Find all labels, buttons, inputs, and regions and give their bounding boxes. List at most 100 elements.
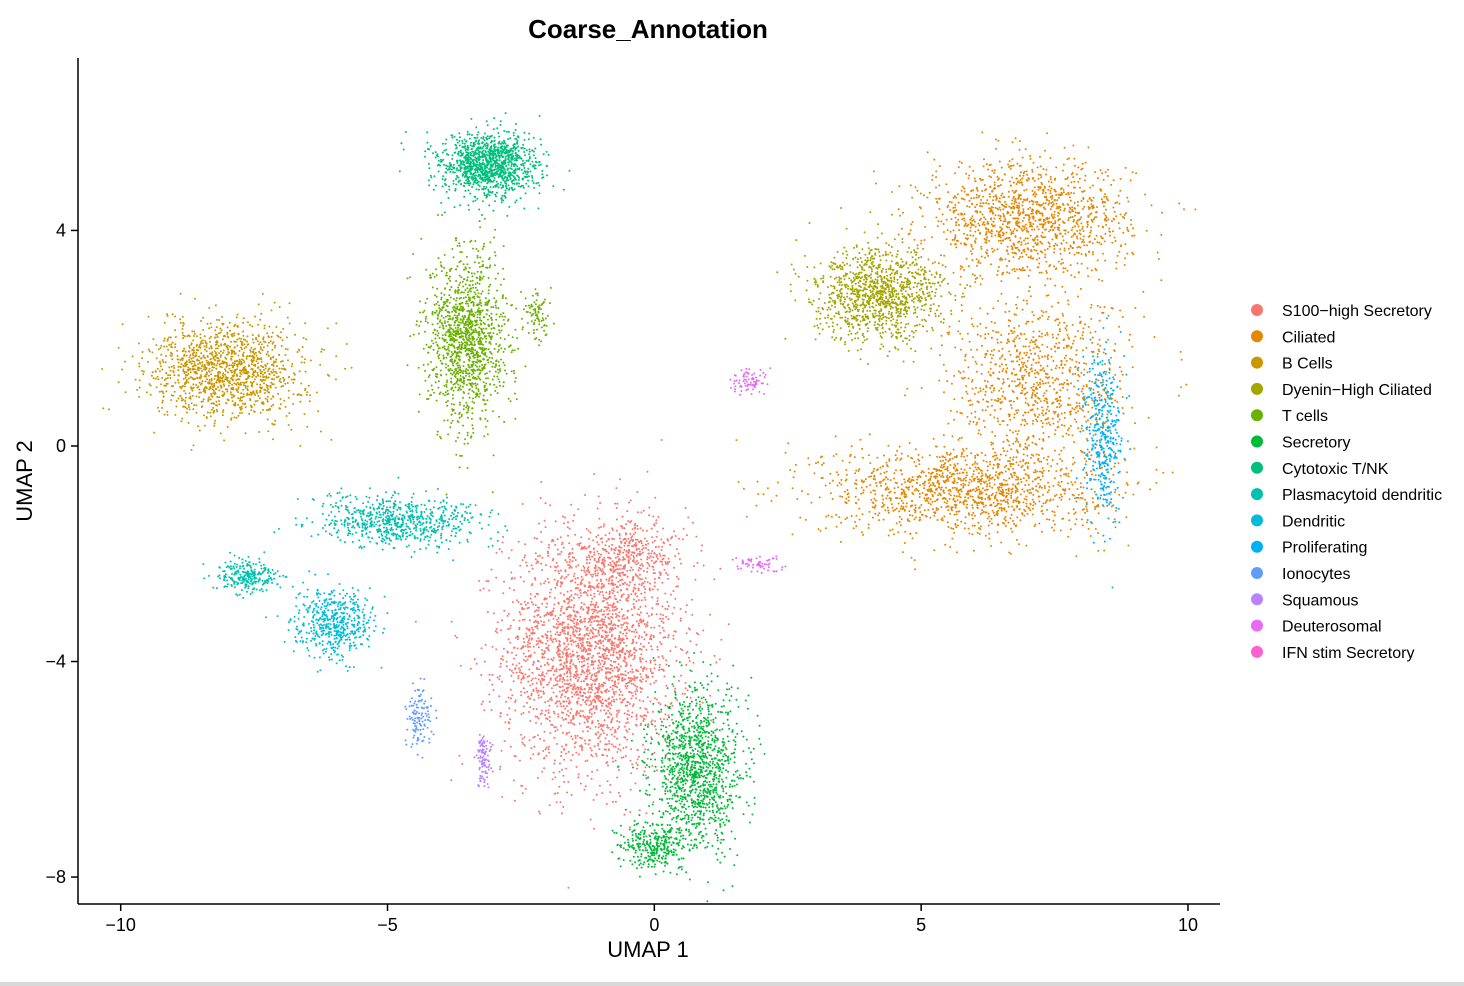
data-point bbox=[595, 705, 598, 708]
data-point bbox=[561, 668, 564, 670]
data-point bbox=[606, 602, 609, 604]
data-point bbox=[500, 657, 503, 660]
data-point bbox=[993, 478, 996, 481]
data-point bbox=[824, 484, 827, 487]
data-point bbox=[970, 243, 973, 246]
data-point bbox=[558, 770, 561, 773]
data-point bbox=[579, 628, 582, 631]
data-point bbox=[1012, 230, 1015, 233]
data-point bbox=[948, 476, 951, 479]
data-point bbox=[632, 533, 635, 536]
data-point bbox=[932, 437, 935, 440]
data-point bbox=[630, 536, 633, 539]
data-point bbox=[954, 486, 956, 489]
data-point bbox=[992, 199, 994, 202]
data-point bbox=[659, 617, 662, 620]
data-point bbox=[659, 631, 662, 634]
data-points-layer bbox=[101, 112, 1197, 903]
data-point bbox=[992, 463, 995, 466]
data-point bbox=[987, 230, 990, 233]
data-point bbox=[1112, 206, 1115, 209]
data-point bbox=[653, 552, 656, 555]
data-point bbox=[558, 685, 561, 688]
data-point bbox=[528, 619, 531, 622]
data-point bbox=[501, 680, 503, 683]
data-point bbox=[643, 596, 646, 599]
data-point bbox=[534, 558, 537, 561]
data-point bbox=[888, 459, 891, 462]
data-point bbox=[576, 686, 579, 689]
data-point bbox=[1025, 188, 1028, 191]
data-point bbox=[572, 575, 575, 578]
data-point bbox=[609, 627, 612, 629]
data-point bbox=[1077, 251, 1080, 254]
data-point bbox=[560, 705, 563, 708]
data-point bbox=[1042, 226, 1044, 229]
data-point bbox=[1104, 232, 1107, 235]
data-point bbox=[1123, 217, 1126, 219]
data-point bbox=[965, 463, 968, 466]
data-point bbox=[587, 649, 590, 651]
data-point bbox=[999, 215, 1002, 218]
data-point bbox=[624, 581, 626, 584]
data-point bbox=[1074, 481, 1077, 484]
data-point bbox=[623, 544, 626, 547]
data-point bbox=[1000, 229, 1002, 232]
data-point bbox=[1076, 251, 1078, 254]
data-point bbox=[940, 464, 943, 467]
data-point bbox=[599, 569, 602, 572]
data-point bbox=[1084, 179, 1086, 182]
data-point bbox=[540, 481, 543, 483]
data-point bbox=[654, 697, 656, 700]
data-point bbox=[1067, 203, 1070, 206]
data-point bbox=[601, 698, 604, 701]
data-point bbox=[541, 602, 544, 605]
data-point bbox=[635, 677, 638, 680]
data-point bbox=[541, 770, 544, 773]
data-point bbox=[638, 699, 641, 702]
data-point bbox=[607, 616, 610, 619]
data-point bbox=[603, 652, 606, 655]
data-point bbox=[1077, 204, 1079, 207]
data-point bbox=[987, 228, 990, 231]
data-point bbox=[552, 691, 555, 694]
data-point bbox=[617, 769, 620, 772]
data-point bbox=[604, 667, 607, 670]
data-point bbox=[541, 674, 544, 676]
data-point bbox=[615, 563, 618, 566]
data-point bbox=[955, 224, 958, 227]
data-point bbox=[1183, 208, 1185, 211]
data-point bbox=[511, 601, 514, 604]
data-point bbox=[546, 630, 549, 633]
data-point bbox=[625, 644, 628, 647]
data-point bbox=[597, 744, 600, 747]
data-point bbox=[900, 505, 903, 508]
data-point bbox=[1058, 194, 1061, 197]
data-point bbox=[527, 649, 530, 652]
data-point bbox=[944, 265, 947, 268]
data-point bbox=[915, 465, 918, 468]
data-point bbox=[592, 539, 595, 542]
data-point bbox=[995, 454, 998, 457]
data-point bbox=[671, 536, 674, 538]
data-point bbox=[935, 170, 938, 173]
data-point bbox=[991, 169, 994, 172]
data-point bbox=[507, 628, 510, 631]
data-point bbox=[1094, 171, 1097, 174]
data-point bbox=[513, 646, 516, 649]
data-point bbox=[1070, 181, 1073, 184]
data-point bbox=[650, 613, 653, 615]
data-point bbox=[1045, 168, 1048, 171]
data-point bbox=[607, 677, 610, 680]
data-point bbox=[501, 541, 504, 544]
data-point bbox=[509, 745, 512, 748]
data-point bbox=[591, 720, 594, 723]
data-point bbox=[659, 554, 662, 557]
data-point bbox=[608, 697, 611, 700]
data-point bbox=[632, 683, 635, 686]
data-point bbox=[614, 556, 617, 559]
data-point bbox=[635, 600, 638, 603]
data-point bbox=[604, 534, 607, 537]
data-point bbox=[634, 649, 637, 652]
data-point bbox=[605, 743, 608, 746]
